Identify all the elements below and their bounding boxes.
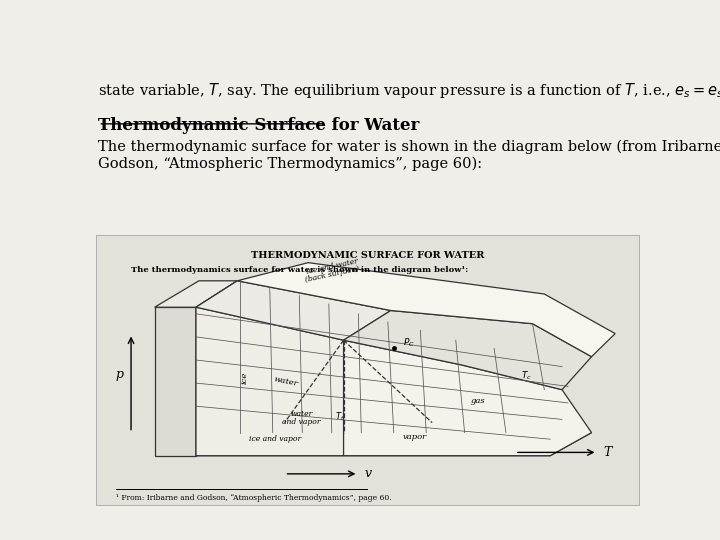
Text: ¹ From: Iribarne and Godson, “Atmospheric Thermodynamics”, page 60.: ¹ From: Iribarne and Godson, “Atmospheri… (117, 494, 392, 502)
Text: gas: gas (471, 397, 485, 405)
Polygon shape (196, 307, 343, 456)
Polygon shape (343, 340, 592, 456)
Text: T: T (603, 446, 612, 458)
Polygon shape (196, 281, 238, 456)
Polygon shape (238, 262, 615, 357)
Polygon shape (155, 281, 238, 307)
Polygon shape (96, 234, 639, 505)
Polygon shape (155, 307, 196, 456)
Text: state variable, $T$, say. The equilibrium vapour pressure is a function of $T$, : state variable, $T$, say. The equilibriu… (99, 82, 720, 100)
Text: $P_C$: $P_C$ (402, 336, 415, 349)
Text: ice and vapor: ice and vapor (249, 435, 301, 443)
Polygon shape (196, 433, 592, 456)
Polygon shape (343, 310, 592, 390)
Text: The thermodynamics surface for water is shown in the diagram below¹:: The thermodynamics surface for water is … (131, 266, 468, 274)
Text: The thermodynamic surface for water is shown in the diagram below (from Iribarne: The thermodynamic surface for water is s… (99, 140, 720, 171)
Text: $T_c$: $T_c$ (521, 369, 531, 382)
Text: vapor: vapor (402, 433, 427, 441)
Text: (back surface): (back surface) (304, 265, 359, 285)
Text: v: v (364, 467, 372, 480)
Text: and vapor: and vapor (282, 418, 320, 427)
Text: water: water (273, 375, 298, 388)
Text: Thermodynamic Surface for Water: Thermodynamic Surface for Water (99, 117, 420, 134)
Text: THERMODYNAMIC SURFACE FOR WATER: THERMODYNAMIC SURFACE FOR WATER (251, 251, 484, 260)
Text: water: water (290, 410, 312, 418)
Text: ice and water: ice and water (305, 258, 359, 276)
Polygon shape (196, 281, 391, 340)
Text: ice: ice (240, 372, 248, 384)
Text: p: p (115, 368, 123, 381)
Text: $T_t$: $T_t$ (335, 410, 344, 423)
